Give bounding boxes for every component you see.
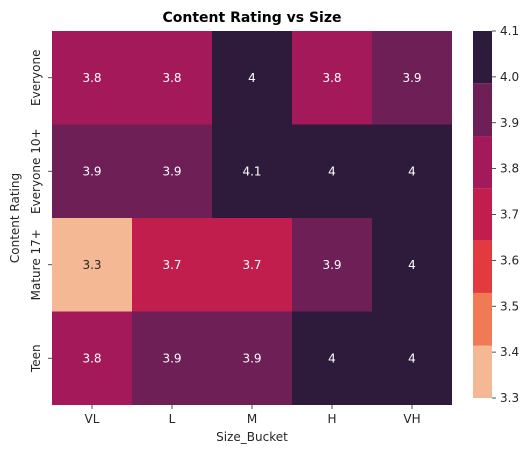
- cell-annotation: 3.8: [82, 71, 101, 85]
- heatmap-cell: [372, 311, 452, 405]
- y-tick-label: Mature 17+: [29, 229, 43, 300]
- cell-annotation: 3.9: [322, 258, 341, 272]
- colorbar-bin: [473, 345, 492, 398]
- colorbar-bin: [473, 136, 492, 189]
- x-axis-label: Size_Bucket: [216, 430, 288, 444]
- heatmap-cell: [52, 311, 132, 405]
- cell-annotation: 3.8: [322, 71, 341, 85]
- cell-annotation: 3.9: [402, 71, 421, 85]
- x-tick-label: M: [247, 412, 257, 426]
- colorbar: 3.3 3.4 3.5 3.6 3.7 3.8 3.9 4.0 4.1: [473, 24, 519, 405]
- heatmap-cell: [132, 31, 212, 125]
- heatmap-cell: [212, 31, 292, 125]
- colorbar-bin: [473, 240, 492, 293]
- y-axis-label: Content Rating: [8, 173, 22, 263]
- y-tick-label: Teen: [29, 344, 43, 373]
- cell-annotation: 4: [248, 71, 256, 85]
- x-tick-label: H: [327, 412, 336, 426]
- cell-annotation: 4: [408, 164, 416, 178]
- cell-annotation: 4.1: [242, 164, 261, 178]
- heatmap-cell: [292, 218, 372, 312]
- colorbar-bin: [473, 188, 492, 241]
- heatmap-cell: [212, 124, 292, 218]
- y-tick-label: Everyone 10+: [29, 128, 43, 214]
- heatmap-cell: [52, 31, 132, 125]
- colorbar-tick-label: 3.7: [500, 208, 519, 222]
- colorbar-tick-label: 3.6: [500, 253, 519, 267]
- y-tick-label: Everyone: [29, 50, 43, 106]
- colorbar-tick-label: 3.8: [500, 162, 519, 176]
- cell-annotation: 3.9: [242, 351, 261, 365]
- heatmap-cell: [52, 124, 132, 218]
- cell-annotation: 4: [408, 351, 416, 365]
- cell-annotation: 3.8: [162, 71, 181, 85]
- heatmap-cell: [292, 31, 372, 125]
- heatmap-cell: [292, 311, 372, 405]
- heatmap-cell: [132, 124, 212, 218]
- colorbar-tick-label: 3.5: [500, 299, 519, 313]
- heatmap-cell: [372, 218, 452, 312]
- cell-annotation: 3.7: [162, 258, 181, 272]
- heatmap-cell: [52, 218, 132, 312]
- x-tick-label: VH: [403, 412, 420, 426]
- heatmap-cell: [212, 218, 292, 312]
- heatmap-cell: [372, 124, 452, 218]
- colorbar-bin: [473, 31, 492, 84]
- colorbar-tick-label: 4.1: [500, 24, 519, 38]
- y-axis-ticks: Everyone Everyone 10+ Mature 17+ Teen: [29, 50, 52, 373]
- heatmap-cell: [132, 311, 212, 405]
- chart-title: Content Rating vs Size: [162, 10, 341, 26]
- cell-annotation: 4: [328, 351, 336, 365]
- x-tick-label: L: [169, 412, 176, 426]
- x-axis-ticks: VL L M H VH: [85, 405, 421, 426]
- cell-annotation: 3.9: [162, 164, 181, 178]
- cell-annotation: 4: [408, 258, 416, 272]
- colorbar-tick-label: 3.3: [500, 391, 519, 405]
- heatmap-cell: [292, 124, 372, 218]
- cell-annotation: 4: [328, 164, 336, 178]
- heatmap-cell: [132, 218, 212, 312]
- colorbar-bin: [473, 292, 492, 346]
- heatmap-cell: [372, 31, 452, 125]
- colorbar-tick-label: 4.0: [500, 70, 519, 84]
- cell-annotation: 3.9: [82, 164, 101, 178]
- heatmap-cells: 3.8 3.8 4 3.8 3.9 3.9 3.9 4.1 4 4 3.3 3.7 3.7 3.9 4 3.8…: [52, 31, 452, 405]
- colorbar-tick-label: 3.9: [500, 116, 519, 130]
- colorbar-tick-label: 3.4: [500, 345, 519, 359]
- cell-annotation: 3.3: [82, 258, 101, 272]
- cell-annotation: 3.7: [242, 258, 261, 272]
- colorbar-bin: [473, 83, 492, 137]
- cell-annotation: 3.9: [162, 351, 181, 365]
- heatmap-cell: [212, 311, 292, 405]
- x-tick-label: VL: [85, 412, 100, 426]
- cell-annotation: 3.8: [82, 351, 101, 365]
